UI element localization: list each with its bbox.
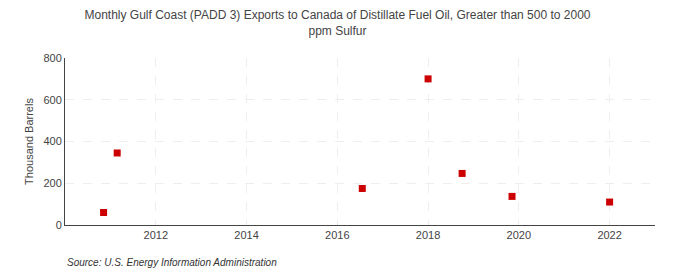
svg-text:Monthly Gulf Coast (PADD 3) Ex: Monthly Gulf Coast (PADD 3) Exports to C…	[84, 8, 590, 38]
svg-text:Thousand Barrels: Thousand Barrels	[23, 98, 35, 185]
svg-text:Source: U.S. Energy Informatio: Source: U.S. Energy Information Administ…	[67, 257, 277, 268]
svg-text:800: 800	[43, 52, 61, 64]
svg-text:200: 200	[43, 177, 61, 189]
svg-text:600: 600	[43, 94, 61, 106]
svg-text:400: 400	[43, 135, 61, 147]
svg-text:2014: 2014	[234, 229, 258, 241]
svg-text:2016: 2016	[325, 229, 349, 241]
svg-text:2020: 2020	[507, 229, 531, 241]
svg-text:0: 0	[56, 219, 62, 231]
svg-text:2012: 2012	[144, 229, 168, 241]
svg-text:2022: 2022	[597, 229, 621, 241]
svg-text:2018: 2018	[416, 229, 440, 241]
